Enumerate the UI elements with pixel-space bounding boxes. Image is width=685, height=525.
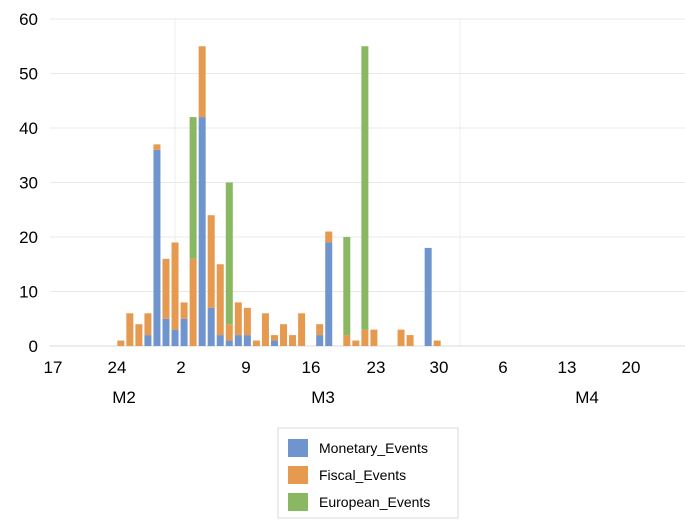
bar-segment-european [225, 182, 233, 325]
bar-segment-fiscal [325, 231, 333, 243]
bar-segment-fiscal [198, 46, 206, 118]
bar-segment-fiscal [189, 258, 197, 346]
bar-segment-fiscal [171, 242, 179, 330]
bar-segment-monetary [325, 242, 333, 346]
x-axis-groups: M2 M3 M4 [112, 388, 599, 407]
bar-segment-fiscal [316, 324, 324, 336]
x-tick-label: 17 [44, 358, 63, 377]
bar-segment-fiscal [162, 258, 170, 319]
y-tick-label: 10 [19, 283, 38, 302]
bar-segment-fiscal [153, 144, 161, 150]
bar-segment-fiscal [180, 302, 188, 319]
bar-segment-monetary [180, 318, 188, 346]
x-group-label: M3 [311, 388, 335, 407]
bar-segment-fiscal [289, 335, 297, 346]
x-tick-label: 9 [241, 358, 250, 377]
bar-segment-monetary [225, 340, 233, 346]
x-group-label: M2 [112, 388, 136, 407]
bar-segment-monetary [234, 335, 242, 346]
bar-segment-fiscal [343, 335, 351, 346]
legend: Monetary_Events Fiscal_Events European_Eve… [277, 427, 459, 519]
bar-segment-monetary [153, 149, 161, 346]
bar-segment-fiscal [261, 313, 269, 346]
bar-segment-european [189, 117, 197, 259]
y-tick-label: 50 [19, 65, 38, 84]
bar-segment-fiscal [433, 340, 441, 346]
y-tick-label: 60 [19, 10, 38, 29]
x-tick-label: 24 [108, 358, 127, 377]
x-tick-label: 20 [622, 358, 641, 377]
bar-segment-fiscal [280, 324, 288, 346]
x-tick-label: 16 [302, 358, 321, 377]
bar-segment-european [343, 237, 351, 336]
bar-segment-fiscal [207, 215, 215, 308]
bar-segment-fiscal [270, 335, 278, 341]
bar-segment-fiscal [243, 307, 251, 336]
bar-segment-monetary [424, 247, 432, 346]
x-tick-label: 13 [558, 358, 577, 377]
bar-segment-fiscal [126, 313, 134, 346]
x-tick-label: 23 [367, 358, 386, 377]
bar-segment-fiscal [352, 340, 360, 346]
x-group-label: M4 [575, 388, 599, 407]
bar-segment-fiscal [234, 302, 242, 336]
y-tick-label: 0 [29, 337, 38, 356]
legend-swatch [288, 439, 308, 457]
bar-segment-monetary [144, 335, 152, 346]
legend-entry: Fiscal_Events [319, 467, 406, 483]
bar-segment-fiscal [216, 264, 224, 336]
bar-segment-fiscal [225, 324, 233, 341]
bar-segment-fiscal [135, 324, 143, 346]
bar-segment-monetary [216, 335, 224, 346]
legend-swatch [288, 466, 308, 484]
bar-segment-monetary [162, 318, 170, 346]
bar-segment-fiscal [370, 329, 378, 346]
y-tick-label: 30 [19, 174, 38, 193]
bar-segment-fiscal [298, 313, 306, 346]
legend-swatch [288, 493, 308, 511]
bar-segment-monetary [198, 117, 206, 346]
bar-segment-monetary [316, 335, 324, 346]
x-tick-label: 30 [430, 358, 449, 377]
bar-segment-fiscal [361, 329, 369, 346]
x-tick-label: 2 [176, 358, 185, 377]
y-tick-label: 40 [19, 119, 38, 138]
bar-segment-fiscal [397, 329, 405, 346]
y-tick-label: 20 [19, 228, 38, 247]
bar-segment-fiscal [144, 313, 152, 336]
x-tick-label: 6 [498, 358, 507, 377]
bar-segment-fiscal [117, 340, 125, 346]
x-axis-ticks: 17 24 2 9 16 23 30 6 13 20 [44, 358, 641, 377]
bar-segment-monetary [270, 340, 278, 346]
bars-layer [117, 46, 441, 346]
bar-segment-monetary [171, 329, 179, 346]
bar-segment-monetary [243, 335, 251, 346]
bar-segment-monetary [207, 307, 215, 346]
y-axis-ticks: 0 10 20 30 40 50 60 [19, 10, 38, 356]
bar-segment-fiscal [406, 335, 414, 346]
bar-segment-fiscal [252, 340, 260, 346]
bar-segment-european [361, 46, 369, 330]
legend-entry: Monetary_Events [319, 440, 428, 456]
legend-entry: European_Events [319, 494, 430, 510]
